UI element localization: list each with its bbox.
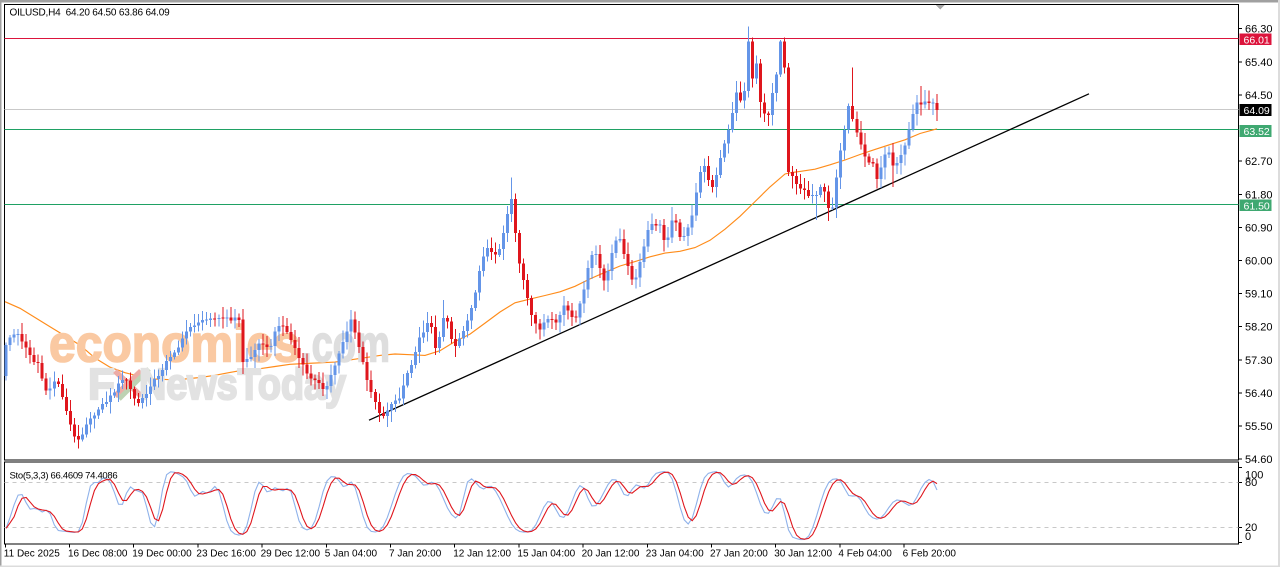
svg-text:65.40: 65.40 xyxy=(1245,57,1273,69)
svg-text:5 Jan 04:00: 5 Jan 04:00 xyxy=(325,549,378,560)
svg-text:80: 80 xyxy=(1245,477,1257,489)
svg-text:11 Dec 2025: 11 Dec 2025 xyxy=(4,549,60,560)
svg-text:12 Jan 12:00: 12 Jan 12:00 xyxy=(453,549,511,560)
svg-text:Sto(5,3,3) 66.4609 74.4086: Sto(5,3,3) 66.4609 74.4086 xyxy=(10,471,118,482)
svg-text:23 Dec 16:00: 23 Dec 16:00 xyxy=(196,549,256,560)
svg-text:60.90: 60.90 xyxy=(1245,222,1273,234)
svg-text:20: 20 xyxy=(1245,522,1257,534)
svg-text:55.50: 55.50 xyxy=(1245,421,1273,433)
svg-text:100: 100 xyxy=(1245,470,1263,482)
svg-text:.com: .com xyxy=(301,316,390,374)
svg-text:23 Jan 04:00: 23 Jan 04:00 xyxy=(646,549,704,560)
svg-text:61.80: 61.80 xyxy=(1245,189,1273,201)
svg-text:62.70: 62.70 xyxy=(1245,156,1273,168)
svg-text:16 Dec 08:00: 16 Dec 08:00 xyxy=(68,549,128,560)
svg-text:29 Dec 12:00: 29 Dec 12:00 xyxy=(261,549,321,560)
svg-text:54.60: 54.60 xyxy=(1245,454,1273,466)
svg-text:64.50: 64.50 xyxy=(1245,90,1273,102)
svg-text:19 Dec 00:00: 19 Dec 00:00 xyxy=(132,549,192,560)
svg-text:7 Jan 20:00: 7 Jan 20:00 xyxy=(389,549,442,560)
svg-text:66.30: 66.30 xyxy=(1245,24,1273,36)
svg-text:59.10: 59.10 xyxy=(1245,289,1273,301)
svg-text:66.01: 66.01 xyxy=(1244,34,1270,46)
svg-text:30 Jan 12:00: 30 Jan 12:00 xyxy=(774,549,832,560)
svg-text:63.52: 63.52 xyxy=(1244,126,1270,138)
svg-text:56.40: 56.40 xyxy=(1245,388,1273,400)
svg-text:4 Feb 04:00: 4 Feb 04:00 xyxy=(838,549,892,560)
svg-text:15 Jan 04:00: 15 Jan 04:00 xyxy=(517,549,575,560)
svg-text:6 Feb 20:00: 6 Feb 20:00 xyxy=(903,549,957,560)
svg-text:58.20: 58.20 xyxy=(1245,322,1273,334)
svg-text:61.50: 61.50 xyxy=(1244,200,1270,212)
svg-text:64.09: 64.09 xyxy=(1244,105,1270,117)
svg-text:27 Jan 20:00: 27 Jan 20:00 xyxy=(710,549,768,560)
svg-text:57.30: 57.30 xyxy=(1245,355,1273,367)
svg-text:20 Jan 12:00: 20 Jan 12:00 xyxy=(582,549,640,560)
svg-text:60.00: 60.00 xyxy=(1245,256,1273,268)
svg-text:OILUSD,H4 64.20 64.50 63.86 6: OILUSD,H4 64.20 64.50 63.86 64.09 xyxy=(10,8,171,19)
svg-text:0: 0 xyxy=(1245,531,1251,543)
